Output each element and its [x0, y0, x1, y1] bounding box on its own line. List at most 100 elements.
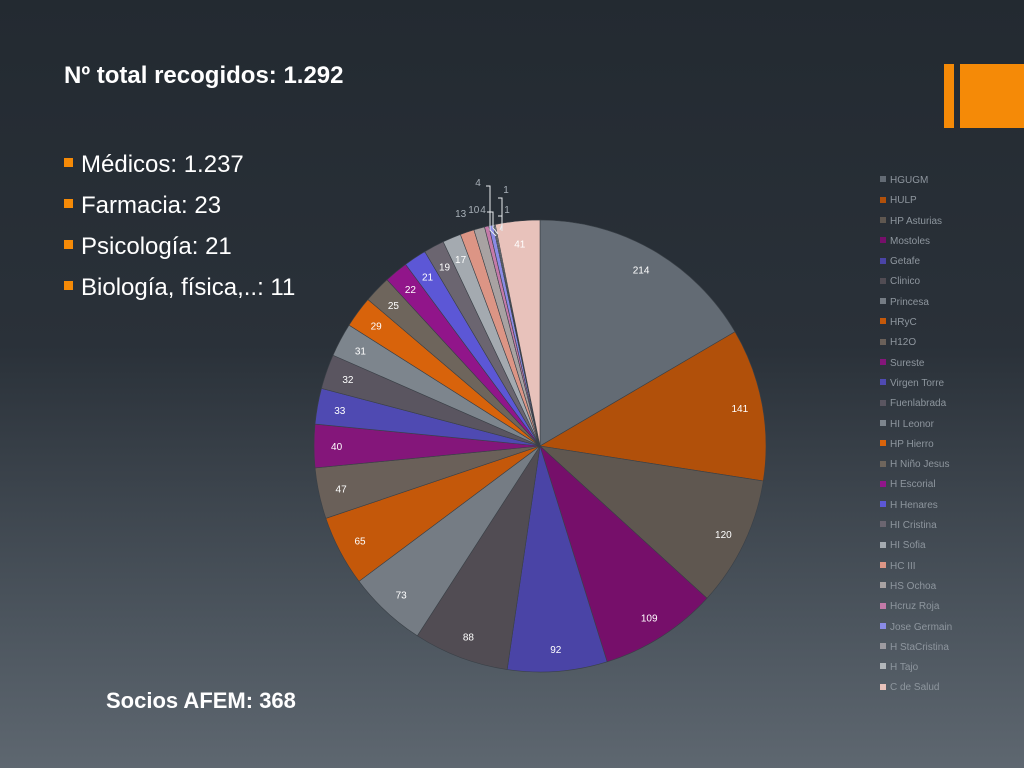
page-title: Nº total recogidos: 1.292: [64, 62, 344, 89]
legend-entry: H Tajo: [880, 661, 952, 681]
legend-swatch: [880, 216, 886, 223]
chart-legend: HGUGM HULP HP Asturias Mostoles Getafe Clinic…: [880, 174, 952, 702]
legend-entry: C de Salud: [880, 681, 952, 701]
pie-slice-mostoles: [539, 445, 708, 663]
pie-data-label: 109: [641, 614, 658, 625]
legend-entry: Virgen Torre: [880, 377, 952, 397]
pie-data-label: 29: [371, 321, 383, 332]
legend-entry: HP Asturias: [880, 215, 952, 235]
bullet-square-icon: [64, 240, 73, 250]
legend-swatch: [880, 196, 886, 203]
legend-swatch: [880, 176, 886, 183]
legend-label: H Escorial: [890, 479, 936, 491]
legend-entry: HRyC: [880, 316, 952, 336]
legend-entry: HI Sofia: [880, 539, 952, 559]
legend-label: Mostoles: [890, 235, 931, 247]
legend-label: H12O: [890, 337, 917, 349]
pie-data-label: 92: [550, 645, 562, 656]
legend-entry: H12O: [880, 336, 952, 356]
legend-swatch: [880, 622, 886, 629]
pie-data-label: 120: [715, 530, 732, 541]
legend-swatch: [880, 338, 886, 345]
legend-label: H Niño Jesus: [890, 459, 950, 471]
legend-label: HS Ochoa: [890, 580, 937, 592]
legend-swatch: [880, 359, 886, 366]
legend-swatch: [880, 379, 886, 386]
legend-label: H Tajo: [890, 662, 919, 674]
pie-data-label: 1: [504, 205, 510, 216]
pie-data-label: 13: [455, 209, 467, 220]
legend-label: Fuenlabrada: [890, 398, 947, 410]
legend-label: HI Sofia: [890, 540, 926, 552]
legend-label: HGUGM: [890, 175, 929, 186]
legend-swatch: [880, 521, 886, 528]
legend-label: HRyC: [890, 317, 917, 329]
legend-swatch: [880, 298, 886, 305]
legend-label: HULP: [890, 195, 917, 207]
pie-data-label: 21: [422, 273, 434, 284]
legend-entry: Mostoles: [880, 235, 952, 255]
bullet-square-icon: [64, 281, 73, 291]
legend-label: Princesa: [890, 296, 929, 308]
pie-data-label: 41: [514, 240, 526, 251]
legend-label: C de Salud: [890, 682, 940, 694]
pie-data-label: 31: [355, 347, 367, 358]
pie-data-label: 40: [331, 442, 343, 453]
pie-data-label: 47: [336, 485, 348, 496]
pie-slice-c-de-salud: [494, 219, 541, 447]
legend-entry: Fuenlabrada: [880, 397, 952, 417]
legend-swatch: [880, 562, 886, 568]
legend-swatch: [880, 237, 886, 244]
legend-swatch: [880, 582, 886, 589]
legend-entry: Jose Germain: [880, 621, 952, 641]
bullet-item: Farmacia: 23: [64, 185, 295, 226]
legend-entry: HULP: [880, 194, 952, 214]
legend-entry: Getafe: [880, 255, 952, 275]
legend-swatch: [880, 318, 886, 325]
pie-data-label: 65: [354, 537, 366, 548]
pie-data-label: 33: [334, 406, 346, 417]
legend-entry: HP Hierro: [880, 438, 952, 458]
legend-swatch: [880, 663, 886, 670]
label-leader-line: [498, 197, 503, 231]
label-leader-line: [486, 185, 497, 237]
legend-swatch: [880, 501, 886, 508]
legend-swatch: [880, 440, 886, 447]
legend-label: Getafe: [890, 256, 921, 268]
legend-label: H StaCristina: [890, 641, 949, 653]
legend-label: H Henares: [890, 499, 938, 511]
pie-data-label: 17: [455, 255, 467, 266]
legend-entry: HGUGM: [880, 174, 952, 194]
legend-entry: HI Leonor: [880, 418, 952, 438]
legend-swatch: [880, 277, 886, 284]
legend-entry: Hcruz Roja: [880, 600, 952, 620]
pie-data-label: 141: [731, 404, 748, 415]
bullet-list: Médicos: 1.237 Farmacia: 23 Psicología: …: [64, 144, 295, 308]
pie-data-label: 4: [480, 205, 486, 216]
legend-label: Hcruz Roja: [890, 601, 940, 613]
legend-entry: HI Cristina: [880, 519, 952, 539]
legend-swatch: [880, 460, 886, 467]
legend-entry: Princesa: [880, 296, 952, 316]
legend-entry: H Henares: [880, 499, 952, 519]
legend-entry: HS Ochoa: [880, 580, 952, 600]
pie-slice-hp-asturias: [539, 445, 764, 599]
bullet-square-icon: [64, 158, 73, 168]
legend-swatch: [880, 541, 886, 548]
legend-label: HI Leonor: [890, 418, 934, 430]
pie-data-label: 25: [388, 301, 400, 312]
pie-data-label: 1: [503, 185, 509, 196]
legend-swatch: [880, 643, 886, 650]
legend-swatch: [880, 683, 886, 690]
legend-entry: HC III: [880, 560, 952, 580]
footer-socios: Socios AFEM: 368: [106, 688, 296, 713]
legend-label: HI Cristina: [890, 520, 937, 532]
pie-data-label: 88: [463, 632, 475, 643]
legend-entry: H Escorial: [880, 478, 952, 498]
legend-entry: Clinico: [880, 275, 952, 295]
legend-swatch: [880, 419, 886, 426]
bullet-item: Biología, física,..: 11: [64, 267, 295, 308]
legend-label: HC III: [890, 560, 916, 572]
pie-data-label: 32: [342, 375, 354, 386]
